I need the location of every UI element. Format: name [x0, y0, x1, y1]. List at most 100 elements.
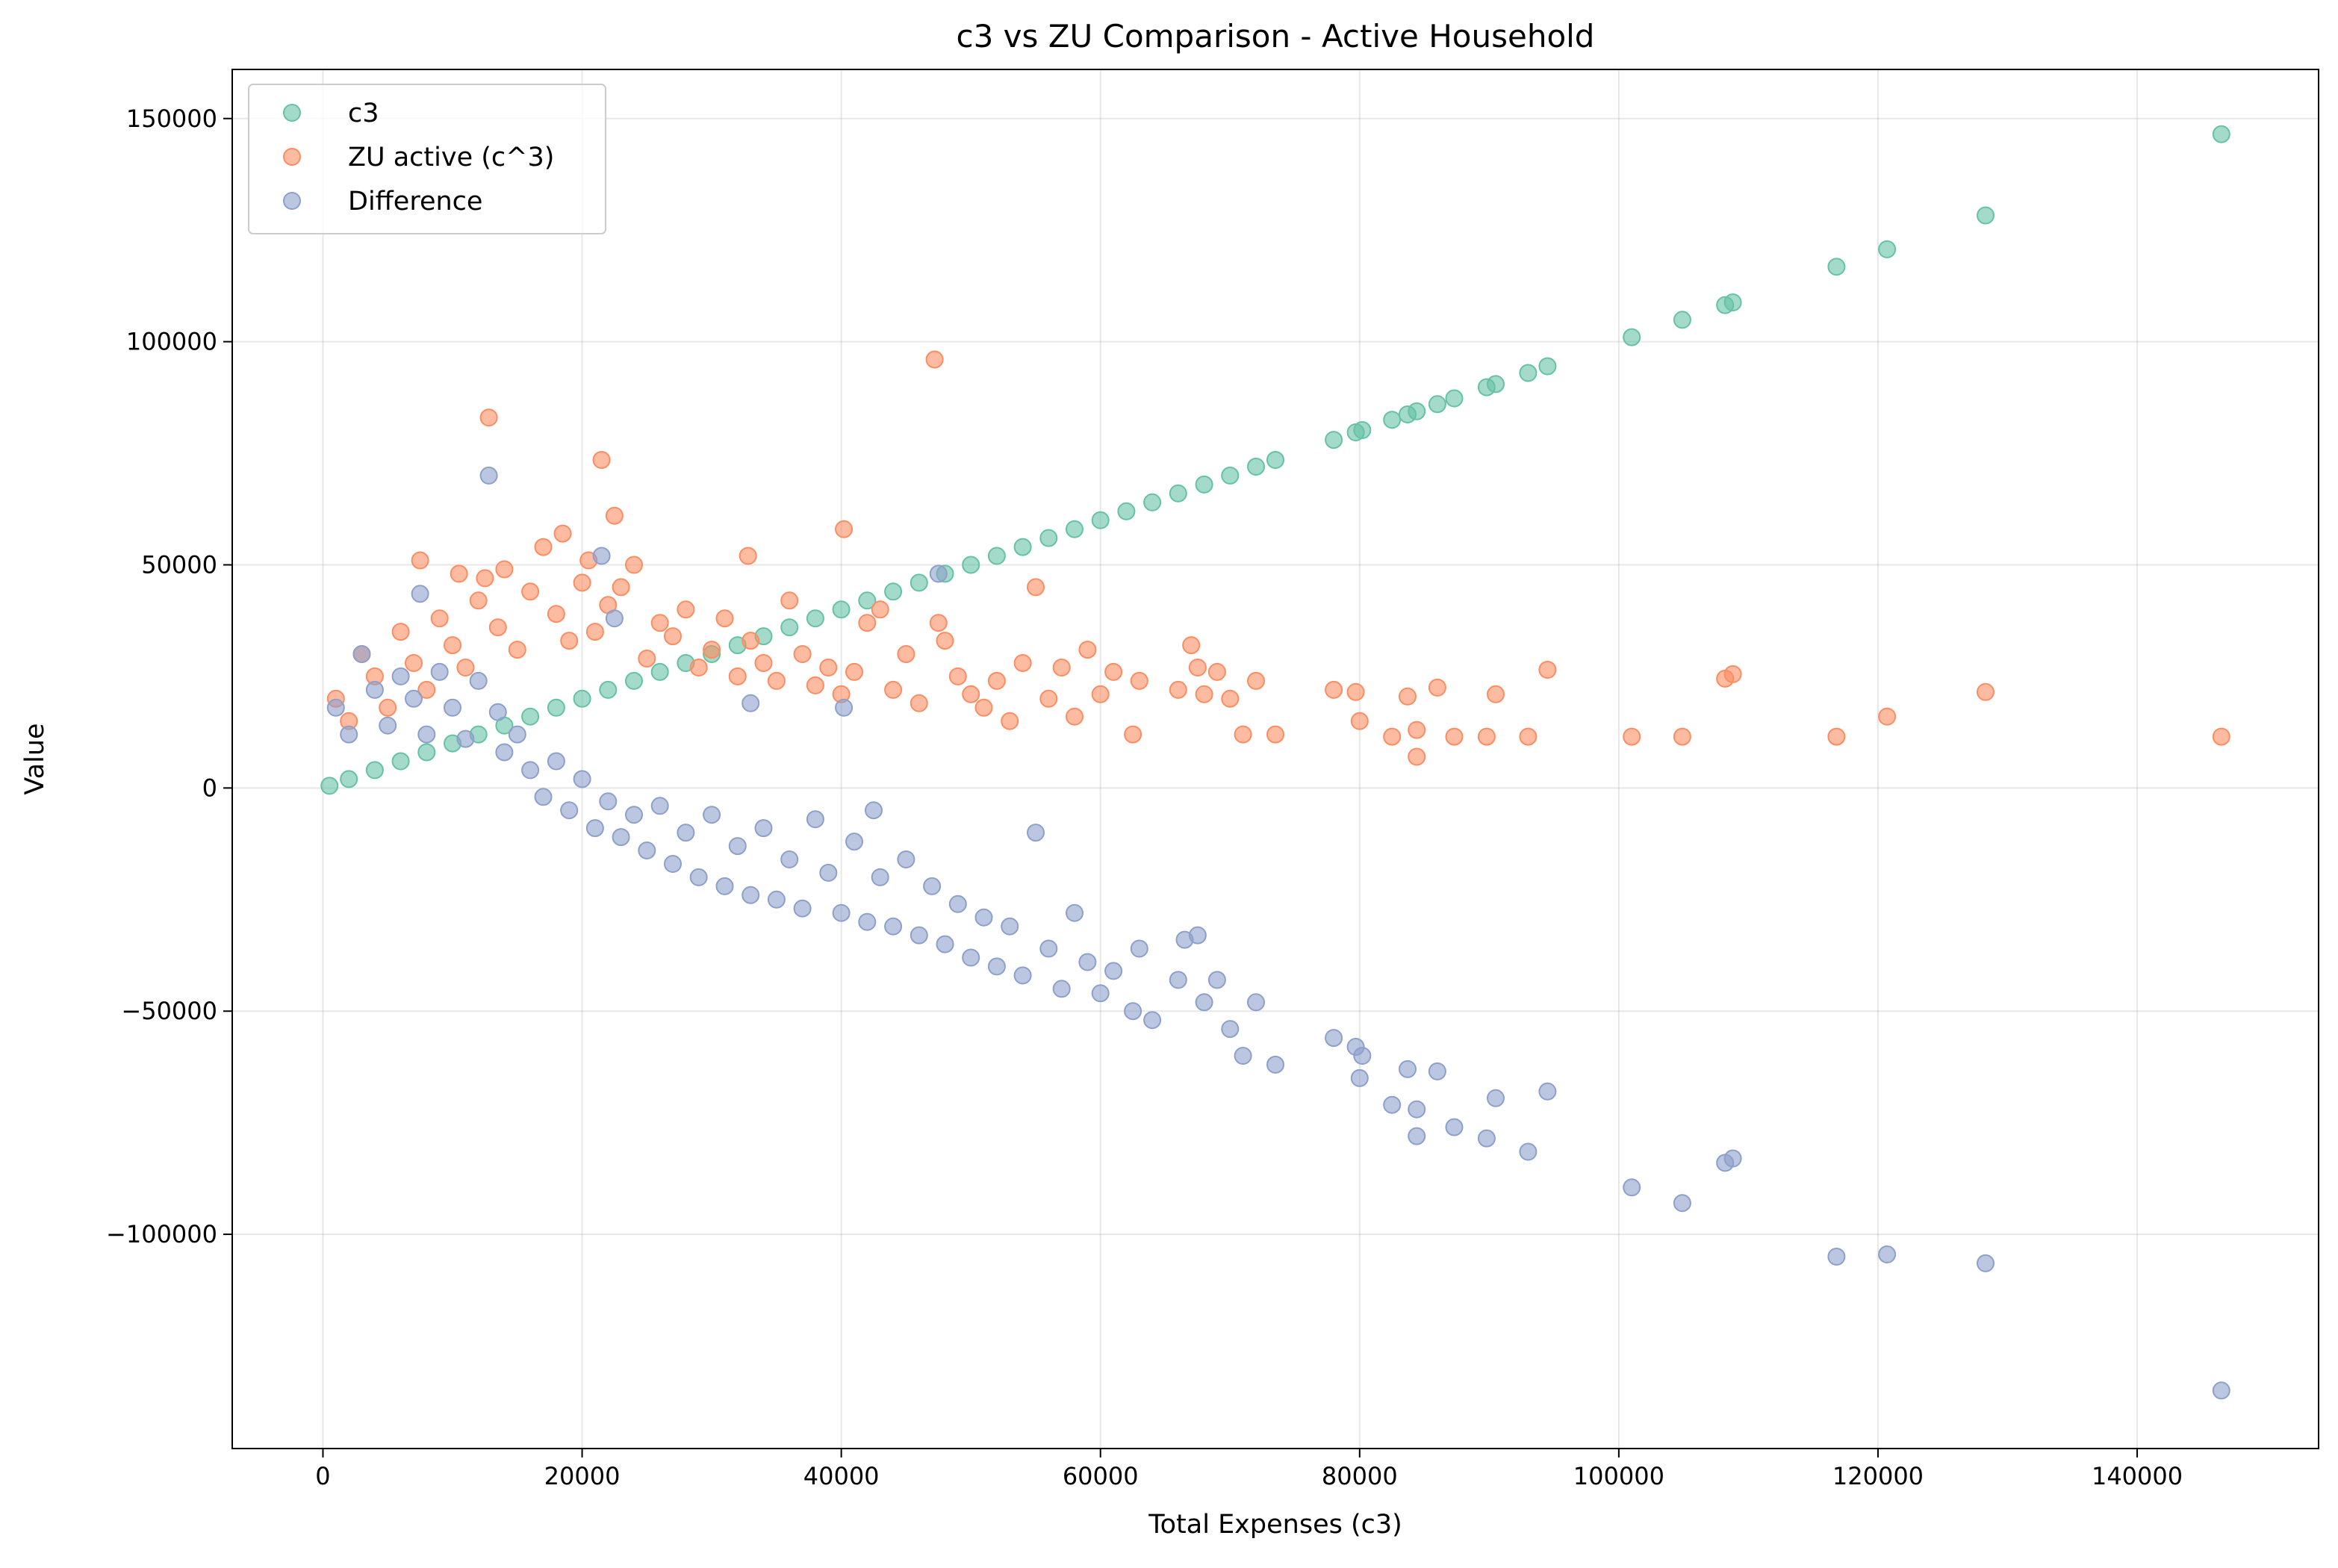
- data-point: [476, 569, 494, 588]
- data-point: [417, 743, 436, 762]
- data-point: [365, 761, 384, 780]
- data-point: [592, 451, 611, 469]
- data-point: [677, 824, 695, 842]
- data-point: [1124, 725, 1142, 744]
- data-point: [417, 725, 436, 744]
- data-point: [728, 837, 747, 856]
- data-point: [573, 770, 591, 788]
- data-point: [741, 886, 760, 904]
- data-point: [625, 806, 643, 824]
- data-point: [1247, 671, 1265, 690]
- data-point: [450, 564, 468, 583]
- data-point: [1445, 389, 1464, 408]
- data-point: [858, 591, 877, 610]
- data-point: [819, 863, 838, 882]
- data-point: [1234, 725, 1252, 744]
- data-point: [1399, 687, 1417, 706]
- y-tick-label: 50000: [141, 550, 217, 579]
- data-point: [936, 632, 954, 650]
- data-point: [1477, 727, 1496, 746]
- data-point: [1013, 654, 1032, 672]
- data-point: [592, 547, 611, 565]
- data-point: [605, 609, 624, 628]
- data-point: [1234, 1047, 1252, 1065]
- data-point: [495, 743, 514, 762]
- data-point: [1104, 962, 1123, 980]
- data-point: [379, 698, 397, 717]
- data-point: [974, 908, 993, 927]
- x-tick-label: 20000: [544, 1462, 621, 1490]
- data-point: [1353, 421, 1372, 439]
- data-points: [320, 125, 2230, 1400]
- data-point: [573, 573, 591, 592]
- data-point: [1673, 1194, 1691, 1213]
- y-tick-label: 150000: [126, 105, 217, 133]
- data-point: [741, 632, 760, 650]
- data-point: [865, 801, 883, 820]
- data-point: [1353, 1047, 1372, 1065]
- data-point: [987, 671, 1006, 690]
- data-point: [340, 725, 358, 744]
- data-point: [1723, 665, 1742, 683]
- data-point: [534, 788, 553, 806]
- series-0-points: [320, 125, 2230, 795]
- data-point: [767, 671, 786, 690]
- data-point: [948, 895, 967, 913]
- data-point: [605, 506, 624, 525]
- data-point: [650, 797, 669, 815]
- data-point: [1487, 375, 1505, 393]
- data-point: [884, 917, 903, 936]
- data-point: [1266, 1055, 1284, 1074]
- data-point: [1066, 903, 1083, 922]
- data-point: [560, 632, 579, 650]
- x-tick-label: 100000: [1573, 1462, 1664, 1490]
- data-point: [741, 694, 760, 712]
- data-point: [1221, 689, 1240, 708]
- data-point: [728, 667, 747, 685]
- data-point: [689, 659, 708, 676]
- data-point: [1188, 659, 1207, 676]
- data-point: [521, 761, 540, 780]
- data-point: [1169, 484, 1187, 503]
- data-point: [929, 564, 948, 583]
- data-point: [547, 698, 565, 717]
- data-point: [1221, 466, 1240, 485]
- data-point: [2212, 125, 2230, 143]
- data-point: [664, 855, 682, 873]
- data-point: [884, 582, 903, 601]
- data-point: [1977, 682, 1995, 701]
- data-point: [703, 806, 721, 824]
- x-tick-label: 40000: [803, 1462, 880, 1490]
- data-point: [379, 716, 397, 735]
- data-point: [1346, 682, 1365, 701]
- data-point: [780, 850, 799, 868]
- data-point: [1195, 475, 1213, 494]
- data-point: [780, 618, 799, 637]
- data-point: [391, 667, 410, 685]
- data-point: [819, 659, 838, 676]
- data-point: [585, 623, 604, 641]
- data-point: [1487, 1089, 1505, 1107]
- axis-ticks: 0 20000 40000 60000 80000 100000 120000 140000 −…: [106, 105, 2183, 1490]
- y-tick-label: −100000: [106, 1220, 217, 1248]
- data-point: [1078, 953, 1097, 971]
- data-point: [1066, 707, 1083, 726]
- legend-marker: [283, 104, 301, 122]
- data-point: [806, 810, 824, 829]
- data-point: [767, 890, 786, 909]
- data-point: [1408, 747, 1426, 766]
- data-point: [1266, 451, 1284, 469]
- data-point: [612, 578, 630, 597]
- data-point: [1130, 939, 1148, 958]
- data-point: [925, 350, 944, 369]
- data-point: [479, 408, 498, 427]
- data-point: [910, 694, 928, 712]
- data-point: [650, 614, 669, 632]
- data-point: [871, 868, 889, 886]
- data-point: [1827, 727, 1846, 746]
- y-tick-label: −50000: [121, 997, 217, 1025]
- data-point: [845, 662, 863, 681]
- data-point: [1247, 993, 1265, 1012]
